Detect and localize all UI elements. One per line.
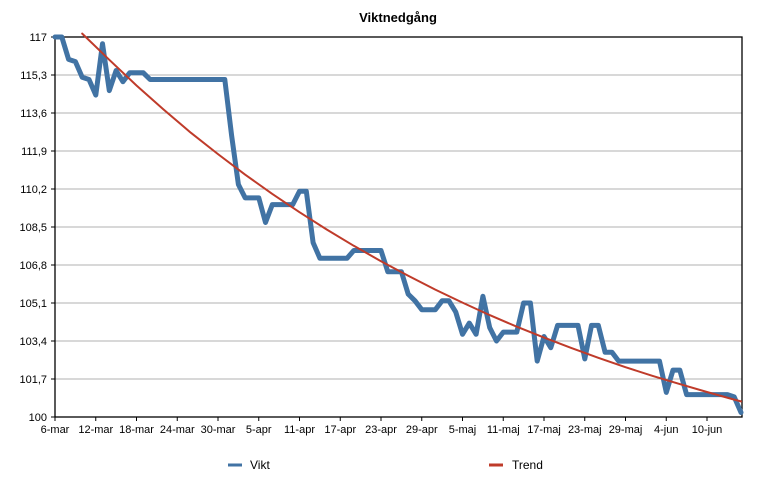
x-axis-label: 23-apr	[365, 424, 397, 436]
x-axis-label: 10-jun	[692, 424, 723, 436]
x-axis-label: 24-mar	[160, 424, 195, 436]
x-axis-label: 11-apr	[284, 424, 315, 436]
y-axis-label: 105,1	[19, 298, 47, 310]
legend-label-trend: Trend	[512, 458, 543, 472]
y-axis-label: 101,7	[19, 374, 47, 386]
y-axis-label: 111,9	[21, 146, 47, 158]
y-axis-label: 103,4	[19, 336, 47, 348]
y-axis-label: 113,6	[20, 108, 47, 120]
y-axis-label: 106,8	[19, 260, 47, 272]
chart-title: Viktnedgång	[359, 10, 437, 25]
x-axis-label: 12-mar	[78, 424, 113, 436]
x-axis-label: 6-mar	[41, 424, 70, 436]
x-axis-label: 4-jun	[654, 424, 678, 436]
y-axis-label: 110,2	[20, 184, 47, 196]
y-axis-label: 108,5	[19, 222, 47, 234]
y-axis-label: 100	[29, 412, 47, 424]
legend: Vikt Trend	[228, 458, 543, 472]
y-axis-label: 117	[29, 32, 47, 44]
x-axis-label: 30-mar	[201, 424, 236, 436]
x-axis-label: 23-maj	[568, 424, 602, 436]
x-axis-label: 17-apr	[324, 424, 356, 436]
x-axis-label: 5-maj	[449, 424, 477, 436]
vikt-line	[52, 34, 744, 415]
y-axis-label: 115,3	[20, 70, 47, 82]
x-axis-label: 29-apr	[406, 424, 438, 436]
x-axis-label: 17-maj	[527, 424, 561, 436]
x-axis-label: 29-maj	[609, 424, 643, 436]
x-axis-label: 18-mar	[119, 424, 154, 436]
plot-area: 100 101,7 103,4 105,1 106,8 108,5 110,2 111,9 11…	[19, 32, 744, 436]
trend-line	[81, 32, 742, 403]
x-axis-label: 5-apr	[246, 424, 272, 436]
legend-label-vikt: Vikt	[250, 458, 270, 472]
x-axis-label: 11-maj	[487, 424, 520, 436]
